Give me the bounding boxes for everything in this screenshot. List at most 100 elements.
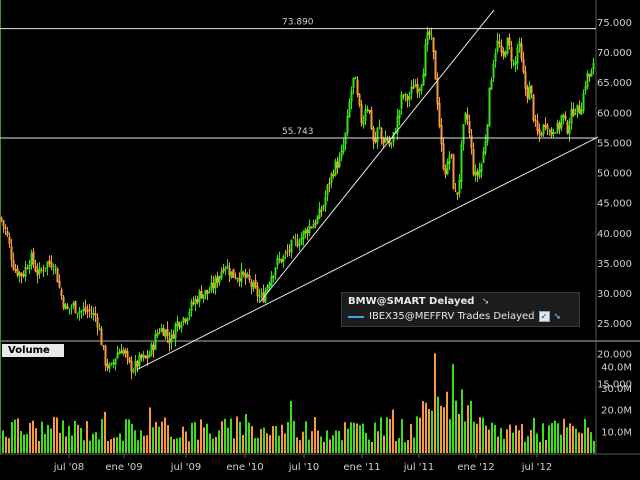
legend-title-row[interactable]: BMW@SMART Delayed ➘ — [348, 296, 490, 307]
volume-bar — [44, 433, 46, 453]
candle-body — [342, 144, 345, 153]
volume-bar — [308, 439, 310, 453]
candle-body — [504, 51, 507, 58]
candle-body — [292, 237, 295, 239]
candle-body — [180, 325, 183, 329]
volume-bar — [215, 437, 217, 453]
volume-bar — [506, 429, 508, 453]
volume-bar — [68, 425, 70, 453]
candle-body — [256, 286, 259, 297]
volume-bar — [50, 428, 52, 453]
volume-bar — [479, 417, 481, 453]
volume-bar — [8, 438, 10, 453]
candle-body — [274, 267, 277, 276]
candle-body — [528, 86, 531, 100]
candle-body — [434, 50, 437, 80]
candle-body — [450, 154, 453, 156]
candle-body — [22, 274, 25, 277]
volume-tick-label: 30.0M — [601, 384, 632, 395]
candle-body — [188, 312, 191, 317]
candle-body — [280, 258, 283, 263]
candle-body — [4, 226, 7, 230]
candle-body — [158, 332, 161, 334]
volume-bar — [167, 425, 169, 453]
candle-body — [58, 280, 61, 288]
candle-body — [166, 328, 169, 337]
volume-bar — [542, 423, 544, 453]
candle-body — [286, 251, 289, 253]
volume-bar — [146, 435, 148, 453]
candle-body — [222, 268, 225, 272]
volume-bar — [386, 417, 388, 453]
candle-body — [132, 370, 135, 373]
price-axis-labels[interactable]: 15.000 20.000 25.000 30.000 35.000 40.000 45.0… — [597, 18, 632, 390]
candle-body — [110, 363, 113, 365]
date-tick-label: jul '11 — [403, 462, 435, 473]
candle-body — [542, 124, 545, 135]
price-tick-label: 55.000 — [597, 138, 632, 149]
volume-bar — [569, 423, 571, 453]
volume-bar — [203, 427, 205, 453]
candle-body — [230, 271, 233, 278]
candle-body — [366, 108, 369, 111]
candle-body — [114, 358, 117, 365]
candle-body — [582, 93, 585, 112]
candle-body — [6, 231, 9, 236]
price-candles — [0, 26, 595, 380]
volume-bar — [17, 418, 19, 453]
candle-body — [446, 161, 449, 175]
volume-bar — [554, 420, 556, 453]
candle-body — [314, 222, 317, 226]
candle-body — [380, 127, 383, 138]
volume-bar — [92, 433, 94, 453]
candle-body — [300, 237, 303, 245]
volume-bar — [80, 427, 82, 453]
volume-bar — [233, 438, 235, 453]
candle-body — [208, 292, 211, 294]
volume-bar — [341, 440, 343, 453]
volume-bar — [287, 421, 289, 453]
candle-body — [32, 251, 35, 265]
volume-bar — [212, 438, 214, 453]
candle-body — [490, 79, 493, 90]
horizontal-level-lines[interactable]: 73.890 55.743 — [0, 18, 596, 139]
candle-body — [178, 322, 181, 328]
candle-body — [432, 37, 435, 52]
date-tick-label: ene '10 — [226, 462, 263, 473]
volume-bar — [131, 423, 133, 453]
arrow-icon[interactable]: ➘ — [553, 311, 562, 322]
date-axis-labels[interactable]: jul '08 ene '09 jul '09 ene '10 jul '10 ene '… — [53, 454, 553, 473]
volume-bar — [482, 417, 484, 453]
candle-body — [444, 168, 447, 175]
candle-body — [220, 271, 223, 279]
legend-series-row[interactable]: IBEX35@MEFFRV Trades Delayed ✓ ➘ — [348, 311, 561, 322]
candle-body — [440, 125, 443, 145]
trendline[interactable] — [259, 9, 495, 303]
candle-body — [228, 268, 231, 276]
candle-body — [50, 262, 53, 268]
candle-body — [210, 282, 213, 292]
volume-bar — [335, 430, 337, 453]
candle-body — [386, 137, 389, 141]
volume-bar — [485, 425, 487, 453]
volume-bar — [371, 442, 373, 453]
legend-box[interactable]: BMW@SMART Delayed ➘ IBEX35@MEFFRV Trades… — [341, 292, 580, 327]
candle-body — [472, 149, 475, 175]
volume-bar — [35, 428, 37, 453]
volume-bar — [128, 419, 130, 453]
trendlines[interactable] — [136, 9, 599, 370]
arrow-icon[interactable]: ➘ — [481, 297, 490, 307]
volume-bar — [11, 421, 13, 453]
volume-bar — [332, 435, 334, 453]
candle-body — [276, 257, 279, 266]
candle-body — [144, 355, 147, 358]
trendline[interactable] — [136, 136, 599, 370]
candle-body — [388, 139, 391, 146]
candle-body — [410, 86, 413, 95]
candle-body — [26, 268, 29, 270]
candle-body — [232, 269, 235, 278]
series-visibility-checkbox[interactable]: ✓ — [538, 311, 550, 322]
candle-body — [372, 127, 375, 142]
volume-bar — [467, 405, 469, 453]
